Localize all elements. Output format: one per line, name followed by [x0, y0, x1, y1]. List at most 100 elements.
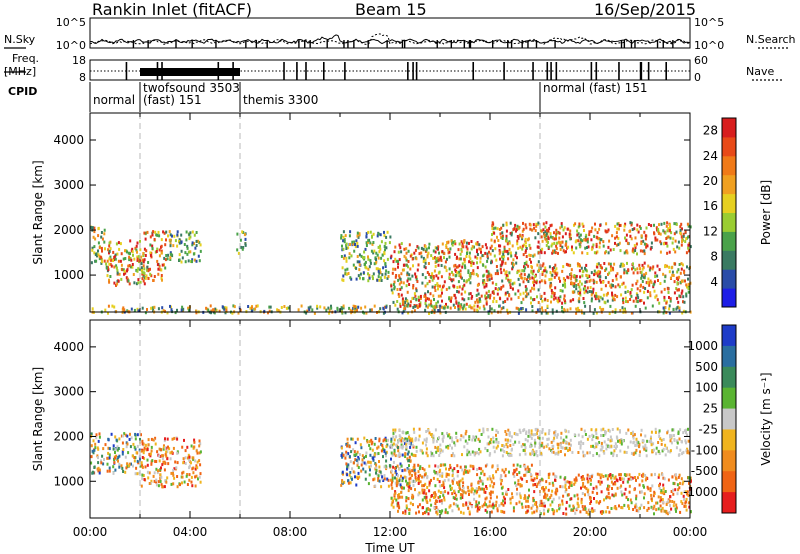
- velocity-panel-cell: [632, 434, 635, 438]
- power-panel-cell: [385, 305, 388, 309]
- power-panel-cell: [368, 265, 371, 269]
- power-panel-cell: [129, 265, 132, 269]
- power-panel-ytick-label: 3000: [53, 178, 84, 192]
- power-panel-cell: [502, 306, 505, 310]
- power-panel-cell: [598, 299, 601, 303]
- velocity-panel-cell: [130, 436, 133, 440]
- power-panel-cell: [672, 237, 675, 241]
- power-panel-cell: [516, 271, 519, 275]
- power-panel-cell: [341, 248, 344, 252]
- power-panel-cell: [149, 253, 152, 257]
- velocity-panel-cell: [658, 473, 661, 477]
- velocity-panel-cell: [159, 468, 162, 471]
- power-panel-cell: [666, 244, 669, 248]
- power-panel-cell: [176, 230, 179, 234]
- power-panel-cell: [630, 311, 633, 315]
- velocity-panel-cell: [521, 477, 524, 481]
- velocity-panel-colorbar-segment: [722, 345, 736, 368]
- velocity-panel-cell: [199, 463, 202, 467]
- power-panel-cell: [450, 278, 453, 282]
- velocity-panel-cell: [438, 510, 441, 513]
- power-panel-cell: [420, 251, 423, 255]
- velocity-panel-cell: [580, 427, 583, 431]
- velocity-panel-cell: [453, 454, 456, 458]
- velocity-panel-cell: [544, 504, 546, 508]
- velocity-panel-cell: [530, 463, 533, 467]
- power-panel-cell: [605, 267, 608, 271]
- velocity-panel-cell: [345, 462, 348, 466]
- power-panel-cell: [394, 245, 397, 249]
- velocity-panel-cell: [636, 443, 639, 447]
- power-panel-cell: [380, 279, 383, 282]
- velocity-panel-cell: [581, 435, 584, 439]
- velocity-panel-cell: [118, 465, 121, 469]
- power-panel-cell: [445, 302, 447, 306]
- power-panel-cell: [521, 235, 524, 239]
- power-panel-cell: [667, 287, 670, 291]
- power-panel-cell: [546, 304, 549, 308]
- velocity-panel-cell: [650, 430, 653, 434]
- power-panel-cell: [583, 285, 586, 289]
- velocity-panel-cell: [405, 431, 408, 435]
- velocity-panel-cell: [664, 453, 667, 457]
- velocity-panel-cell: [551, 500, 554, 504]
- velocity-panel-cell: [682, 494, 685, 498]
- velocity-panel-cell: [514, 469, 517, 473]
- velocity-panel-cell: [132, 464, 134, 468]
- power-panel-cell: [348, 252, 351, 256]
- power-panel-cell: [576, 229, 579, 233]
- velocity-panel-cell: [501, 492, 504, 496]
- power-panel-cell: [614, 285, 617, 289]
- power-panel-cell: [585, 273, 588, 277]
- power-panel-cell: [547, 245, 550, 249]
- velocity-panel-cell: [649, 437, 652, 441]
- power-panel-cell: [552, 269, 555, 273]
- power-panel-cell: [488, 250, 490, 254]
- velocity-panel-cell: [346, 467, 348, 471]
- power-panel-cell: [438, 251, 440, 255]
- velocity-panel-cell: [518, 440, 521, 444]
- power-panel-cell: [136, 250, 138, 254]
- velocity-panel-cell: [560, 436, 562, 440]
- power-panel-cell: [157, 230, 160, 234]
- power-panel-cell: [637, 230, 640, 234]
- power-panel-cell: [126, 269, 128, 273]
- velocity-panel-cell: [123, 432, 126, 436]
- power-panel-cell: [580, 266, 583, 270]
- power-panel-cell: [379, 268, 381, 272]
- power-panel-cell: [150, 306, 153, 310]
- power-panel-cell: [644, 306, 647, 310]
- velocity-panel-cell: [176, 475, 179, 478]
- velocity-panel-cell: [570, 497, 573, 501]
- power-panel-cell: [658, 301, 661, 305]
- power-panel-cell: [647, 223, 650, 226]
- velocity-panel-cell: [352, 461, 355, 465]
- power-panel-cell: [373, 304, 376, 308]
- velocity-panel-cell: [442, 493, 445, 497]
- power-panel-cell: [347, 272, 350, 275]
- velocity-panel-cell: [397, 482, 400, 486]
- velocity-panel-cell: [627, 428, 630, 432]
- power-panel-cell: [165, 238, 167, 242]
- power-panel-cell: [353, 305, 356, 309]
- power-panel-cell: [519, 233, 522, 237]
- power-panel-cell: [356, 260, 359, 264]
- x-axis-label: Time UT: [364, 541, 415, 554]
- velocity-panel-cell: [90, 444, 93, 448]
- power-panel-cell: [584, 246, 587, 250]
- velocity-panel-cell: [450, 454, 453, 458]
- power-panel-cell: [491, 221, 494, 225]
- power-panel-cell: [526, 292, 529, 296]
- velocity-panel-cell: [182, 470, 185, 474]
- power-panel-cell: [103, 228, 106, 232]
- power-panel-cell: [191, 243, 194, 247]
- power-panel-cell: [521, 247, 524, 251]
- velocity-panel-cell: [134, 456, 137, 460]
- velocity-panel-cell: [383, 449, 386, 453]
- velocity-panel-cell: [473, 492, 475, 496]
- power-panel-cell: [170, 308, 173, 312]
- velocity-panel-cell: [517, 479, 520, 483]
- power-panel-cell: [545, 221, 548, 225]
- power-panel-cell: [355, 239, 358, 243]
- noise-right-tick: 10^0: [694, 39, 724, 52]
